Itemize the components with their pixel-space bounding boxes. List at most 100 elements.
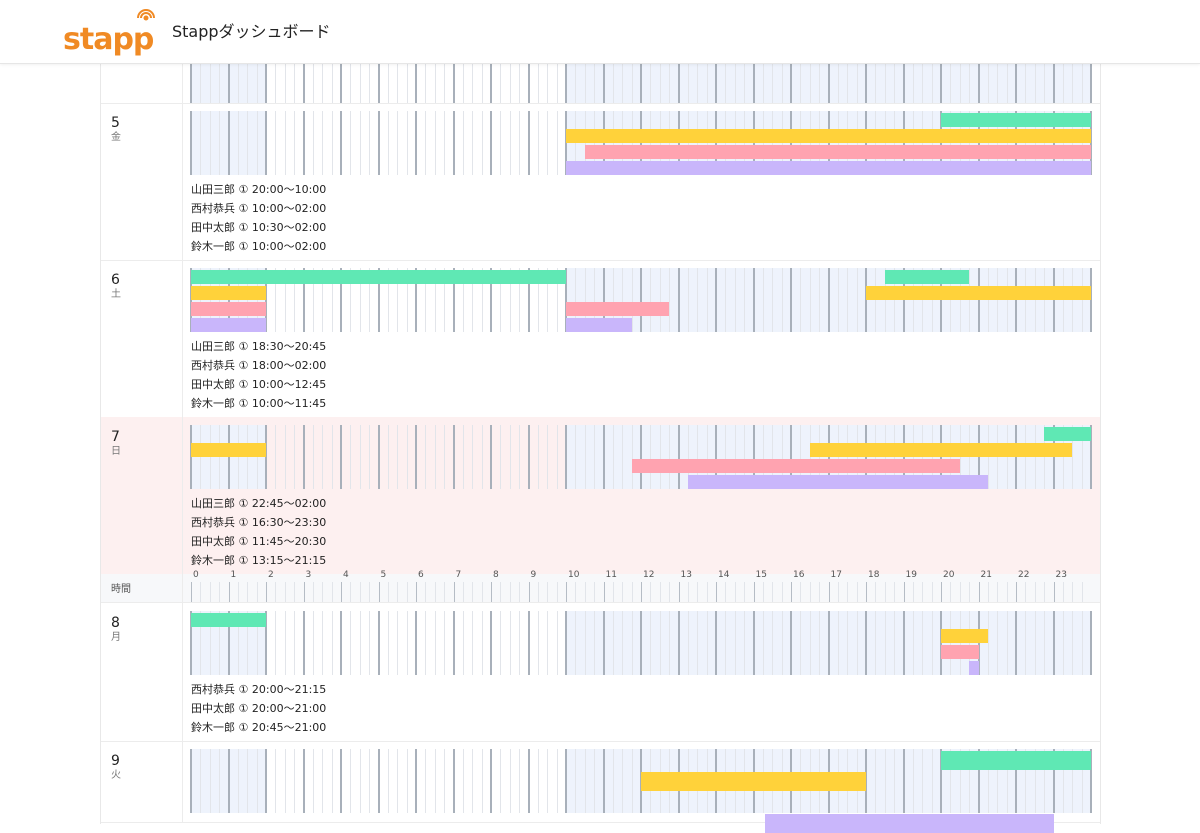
quarter-line [1025,611,1027,675]
hour-line [752,39,755,103]
quarter-line [744,582,746,602]
quarter-line [894,582,896,602]
quarter-line [350,582,352,602]
quarter-line [922,611,924,675]
quarter-line [209,39,211,103]
quarter-line [359,582,361,602]
shift-entry: 田中太郎 ① 20:00〜21:00 [191,699,326,718]
hour-line [565,611,567,675]
quarter-line [275,611,277,675]
hour-label: 2 [268,570,274,580]
quarter-line [706,611,708,675]
shift-bar [191,286,266,300]
day-date: 6 [111,272,120,288]
quarter-line [837,111,839,175]
quarter-line [762,111,764,175]
hour-line [902,111,905,175]
quarter-line [397,268,399,332]
quarter-line [781,611,783,675]
quarter-line [622,425,624,489]
quarter-line [809,425,811,489]
quarter-line [406,425,408,489]
logo[interactable]: stapp [63,22,154,57]
hour-line [340,39,342,103]
hour-line [940,111,942,175]
quarter-line [950,582,952,602]
quarter-line [809,611,811,675]
hour-line [640,39,642,103]
quarter-line [200,39,202,103]
hour-line [790,268,792,332]
quarter-line [931,111,933,175]
hour-line [640,111,642,175]
hour-label: 0 [193,570,199,580]
time-axis: 時間 0 1 2 3 4 5 6 7 8 9 10 11 12 13 14 15 16 17 18 19 20 21 22 23 [101,570,1100,603]
quarter-line [369,611,371,675]
quarter-line [650,582,652,602]
quarter-line [350,611,352,675]
hour-line [1015,425,1017,489]
quarter-line [547,268,549,332]
quarter-line [247,268,249,332]
shift-entry: 田中太郎 ① 11:45〜20:30 [191,532,326,551]
quarter-line [219,749,221,813]
hour-line [902,611,905,675]
quarter-line [312,425,314,489]
quarter-line [809,268,811,332]
quarter-line [631,39,633,103]
hour-line [303,582,305,602]
quarter-line [884,749,886,813]
quarter-line [509,582,511,602]
quarter-line [875,111,877,175]
quarter-line [612,111,614,175]
quarter-line [275,268,277,332]
hour-line [565,749,567,813]
hour-line [415,611,417,675]
shift-mark: ① [238,702,249,715]
hour-line [265,268,267,332]
quarter-line [594,582,596,602]
quarter-line [209,582,211,602]
shift-name: 鈴木一郎 [191,721,235,734]
quarter-line [519,39,521,103]
hour-line [827,425,830,489]
schedule: 5 金山田三郎 ① 20:00〜10:00 西村恭兵 ① 10:00〜02:00 田中… [100,0,1101,833]
page-title: Stappダッシュボード [172,22,331,41]
quarter-line [462,111,464,175]
quarter-line [922,749,924,813]
timeline-grid [190,749,1092,833]
hour-line [602,611,605,675]
quarter-line [631,425,633,489]
quarter-line [481,268,483,332]
shift-name: 山田三郎 [191,183,235,196]
logo-icon [137,9,155,21]
quarter-line [762,611,764,675]
quarter-line [884,611,886,675]
quarter-line [819,111,821,175]
quarter-line [406,39,408,103]
shift-bar [566,161,1091,175]
shift-bar [764,814,1054,833]
shift-name: 田中太郎 [191,378,235,391]
quarter-line [294,39,296,103]
quarter-line [931,749,933,813]
quarter-line [219,111,221,175]
quarter-line [800,111,802,175]
quarter-line [1072,425,1074,489]
quarter-line [359,749,361,813]
hour-line [941,582,942,602]
hour-line [977,268,980,332]
quarter-line [556,611,558,675]
quarter-line [772,39,774,103]
hour-line [227,611,230,675]
quarter-line [397,611,399,675]
quarter-line [1025,39,1027,103]
quarter-line [912,425,914,489]
quarter-line [594,39,596,103]
shift-time: 20:00〜10:00 [251,183,327,196]
quarter-line [1072,582,1074,602]
quarter-line [575,268,577,332]
quarter-line [875,425,877,489]
hour-line [865,39,867,103]
